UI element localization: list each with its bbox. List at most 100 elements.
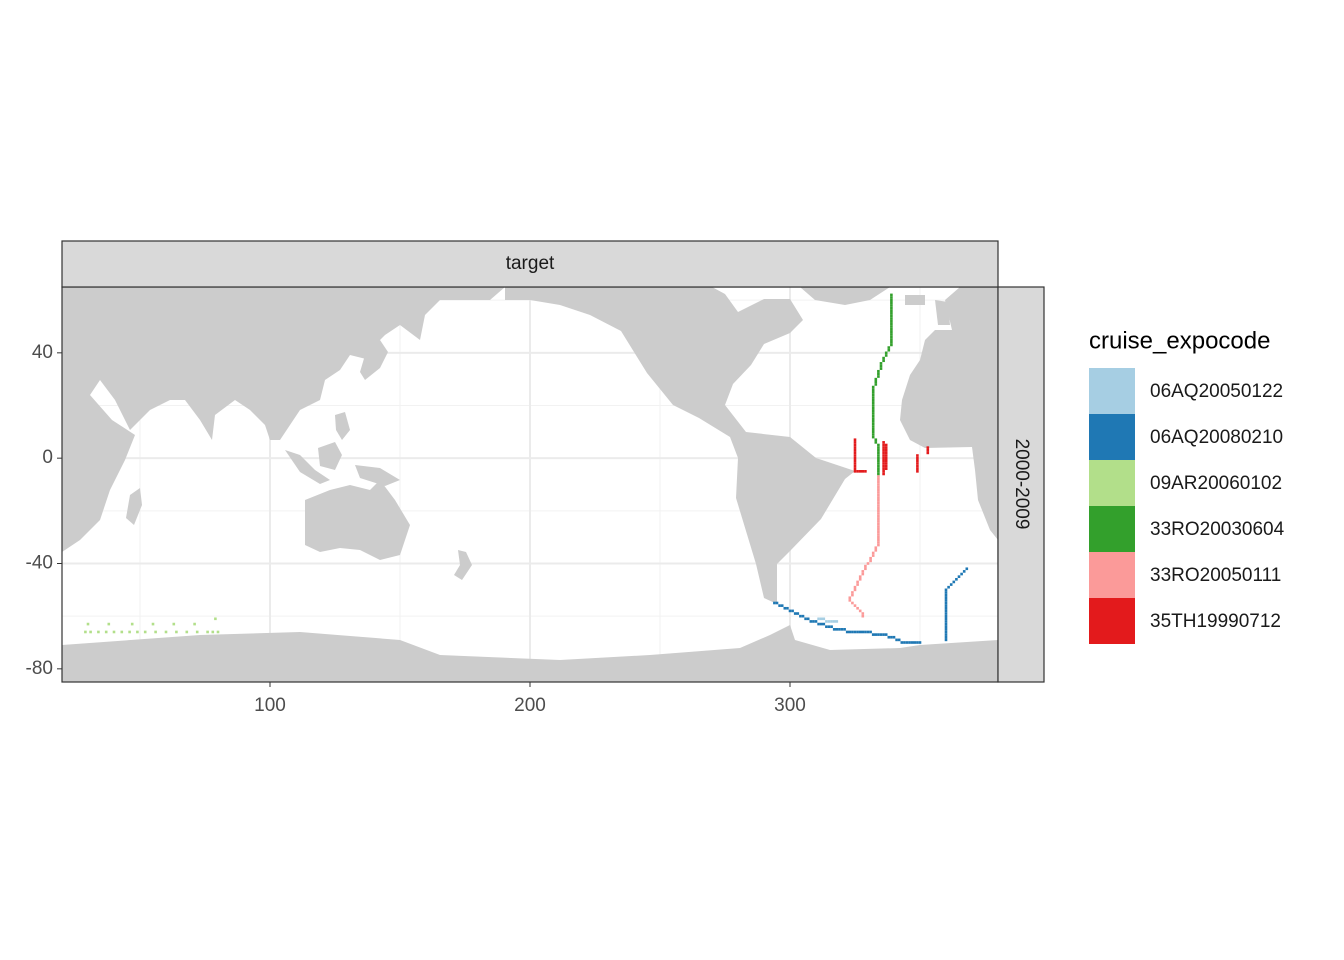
legend-key: [1089, 598, 1135, 644]
x-tick-label: 300: [774, 695, 806, 716]
tile: [832, 628, 836, 631]
tile: [947, 585, 950, 589]
tile: [853, 459, 857, 463]
tile: [851, 601, 854, 605]
tile: [858, 577, 862, 581]
tile: [944, 630, 948, 634]
tile: [916, 454, 919, 457]
tile: [853, 443, 857, 447]
tile: [910, 641, 914, 644]
tile: [882, 451, 885, 455]
legend-label: 33RO20030604: [1150, 519, 1285, 540]
tile: [884, 459, 888, 463]
tile: [877, 527, 880, 531]
tile: [853, 588, 857, 592]
tile: [858, 470, 862, 473]
tile: [882, 462, 885, 465]
tile: [851, 591, 854, 594]
tile: [791, 609, 794, 613]
tile: [944, 635, 948, 639]
tile: [853, 462, 857, 465]
tile: [861, 470, 865, 473]
tile: [877, 456, 880, 460]
tile: [185, 630, 189, 634]
tile: [890, 335, 893, 339]
tile: [944, 604, 948, 607]
tile: [962, 570, 966, 573]
tile: [877, 493, 880, 497]
tile: [884, 448, 888, 452]
tile: [861, 612, 865, 615]
tile: [871, 385, 875, 389]
tile: [822, 617, 826, 621]
philippines: [335, 412, 350, 440]
tile: [799, 614, 802, 618]
tile: [890, 322, 893, 326]
tile: [871, 422, 875, 426]
tile: [877, 509, 880, 513]
tile: [890, 306, 893, 310]
tile: [944, 596, 948, 600]
tile: [851, 593, 854, 597]
tile: [853, 630, 857, 634]
tile: [814, 620, 818, 623]
tile: [845, 630, 849, 634]
y-tick-label: 40: [32, 342, 53, 363]
legend-label: 06AQ20080210: [1150, 427, 1283, 448]
tile: [853, 585, 857, 589]
tile: [871, 393, 875, 397]
britain: [935, 300, 950, 325]
facet-label: 2000-2009: [1011, 439, 1032, 530]
tile: [871, 419, 875, 423]
tile: [871, 412, 875, 415]
tile: [154, 630, 157, 634]
tile: [890, 333, 893, 336]
tile: [916, 462, 919, 465]
japan: [360, 340, 388, 380]
tile: [136, 630, 139, 634]
tile: [877, 462, 880, 465]
tile: [879, 367, 883, 370]
tile: [871, 401, 875, 405]
europe-africa: [900, 287, 998, 540]
tile: [817, 622, 820, 626]
tile: [884, 454, 888, 457]
tile: [871, 435, 875, 439]
tile: [853, 441, 857, 444]
tile: [882, 356, 885, 360]
tile: [944, 625, 948, 629]
tile: [871, 409, 875, 413]
tile: [944, 633, 948, 636]
tile: [890, 327, 893, 331]
tile: [890, 338, 893, 341]
tile: [884, 633, 888, 636]
tile: [874, 438, 878, 442]
tile: [871, 404, 875, 407]
tile: [869, 559, 872, 563]
tile: [882, 459, 885, 463]
tile: [871, 388, 875, 392]
tile: [944, 612, 948, 615]
tile: [856, 583, 859, 586]
tile: [809, 620, 813, 623]
tile: [853, 448, 857, 452]
new-guinea: [355, 465, 400, 486]
tile: [955, 577, 958, 581]
tile: [916, 641, 919, 644]
tile: [944, 588, 948, 592]
tile: [900, 641, 904, 644]
tile: [882, 446, 885, 449]
tile: [871, 396, 875, 399]
tile: [877, 375, 880, 378]
tile: [916, 464, 919, 468]
tile: [874, 380, 878, 384]
tile: [871, 417, 875, 420]
tile: [853, 470, 857, 473]
tile: [916, 470, 919, 473]
tile: [801, 614, 805, 618]
tile: [884, 354, 888, 357]
tile: [882, 443, 885, 447]
tile: [926, 446, 930, 449]
tile: [783, 606, 787, 610]
